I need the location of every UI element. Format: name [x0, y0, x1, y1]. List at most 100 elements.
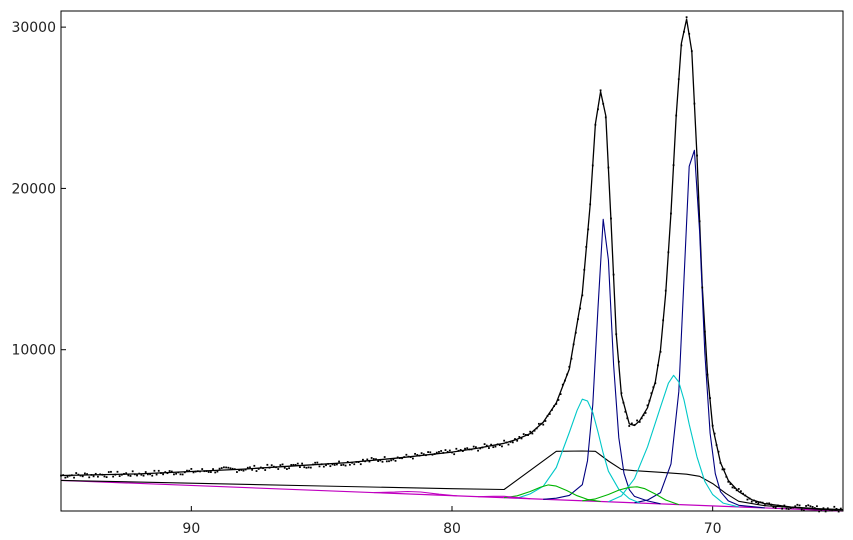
measured-point: [253, 464, 256, 467]
measured-point: [735, 489, 738, 492]
measured-point: [591, 164, 594, 167]
measured-point: [615, 333, 618, 336]
measured-point: [333, 464, 336, 466]
measured-point: [77, 473, 80, 476]
measured-point: [364, 460, 367, 463]
measured-point: [99, 473, 101, 476]
measured-point: [416, 454, 419, 456]
measured-point: [246, 466, 249, 469]
measured-point: [696, 154, 698, 157]
measured-point: [746, 498, 749, 501]
measured-point: [127, 474, 130, 477]
measured-point: [805, 505, 807, 507]
measured-point: [133, 473, 136, 476]
measured-point: [675, 114, 678, 117]
measured-point: [116, 470, 119, 473]
x-tick-label: 80: [443, 521, 461, 537]
measured-point: [266, 463, 269, 466]
measured-point: [620, 392, 623, 395]
measured-point: [236, 471, 238, 473]
measured-point: [630, 422, 633, 425]
measured-point: [144, 471, 147, 473]
measured-point: [292, 463, 295, 466]
measured-point: [398, 457, 401, 460]
measured-point: [725, 475, 728, 478]
measured-point: [721, 468, 724, 471]
measured-point: [789, 507, 792, 509]
measured-point: [719, 462, 722, 464]
measured-point: [344, 464, 347, 467]
measured-point: [175, 472, 178, 475]
measured-point: [309, 466, 312, 469]
measured-point: [162, 473, 164, 476]
measured-point: [540, 422, 542, 425]
measured-point: [583, 268, 586, 271]
measured-point: [296, 462, 299, 465]
measured-point: [86, 473, 88, 475]
measured-point: [299, 466, 301, 468]
measured-point: [604, 116, 607, 119]
measured-point: [776, 504, 779, 507]
measured-point: [529, 430, 532, 433]
measured-point: [744, 494, 747, 497]
measured-point: [818, 510, 821, 513]
measured-point: [201, 468, 204, 470]
measured-point: [511, 441, 514, 444]
measured-point: [610, 217, 612, 220]
measured-point: [225, 466, 227, 469]
measured-point: [168, 470, 171, 472]
measured-point: [188, 469, 191, 472]
measured-point: [359, 463, 362, 466]
measured-point: [566, 373, 569, 376]
measured-point: [325, 464, 327, 467]
measured-point: [331, 463, 334, 466]
measured-point: [557, 399, 560, 401]
measured-point: [279, 464, 282, 467]
measured-point: [129, 475, 132, 477]
measured-point: [288, 467, 290, 470]
measured-point: [617, 360, 620, 363]
measured-point: [255, 470, 258, 472]
measured-point: [303, 466, 306, 469]
measured-point: [546, 415, 549, 417]
measured-point: [205, 470, 208, 473]
measured-point: [381, 460, 384, 463]
measured-point: [249, 466, 251, 469]
measured-point: [312, 463, 314, 466]
measured-point: [727, 480, 730, 483]
measured-point: [125, 472, 128, 475]
measured-point: [73, 476, 75, 479]
measured-point: [268, 466, 271, 469]
measured-point: [394, 459, 397, 462]
measured-point: [781, 507, 784, 510]
measured-point: [229, 467, 232, 470]
measured-point: [509, 440, 512, 443]
measured-point: [833, 505, 836, 508]
x-tick-label: 90: [182, 521, 200, 537]
measured-point: [466, 447, 469, 450]
measured-point: [64, 476, 67, 479]
measured-point: [701, 286, 704, 289]
measured-point: [787, 508, 790, 510]
measured-point: [572, 343, 575, 346]
measured-point: [472, 445, 475, 448]
measured-point: [594, 123, 597, 126]
measured-point: [314, 461, 317, 464]
measured-point: [209, 471, 212, 473]
measured-point: [177, 471, 180, 474]
measured-point: [715, 444, 718, 447]
measured-point: [196, 470, 199, 473]
measured-point: [203, 470, 206, 473]
measured-point: [422, 453, 425, 456]
measured-point: [531, 432, 534, 435]
component-line-9: [373, 490, 458, 497]
measured-point: [688, 32, 691, 35]
measured-point: [628, 425, 631, 427]
measured-point: [346, 461, 349, 463]
measured-point: [414, 452, 416, 455]
measured-point: [207, 471, 210, 473]
component-line-5: [517, 398, 640, 504]
measured-point: [709, 397, 711, 400]
measured-point: [186, 469, 188, 472]
measured-point: [370, 457, 373, 459]
